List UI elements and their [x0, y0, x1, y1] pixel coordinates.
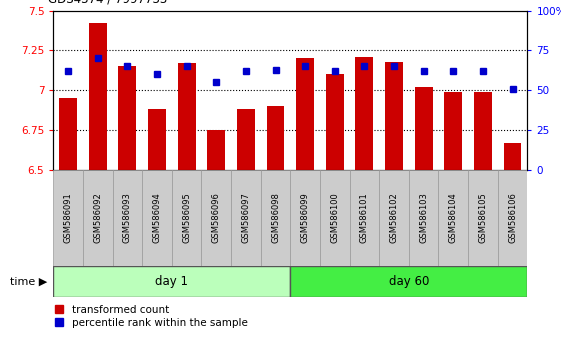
Bar — [385, 62, 403, 170]
Bar — [148, 109, 166, 170]
Bar — [53, 266, 290, 297]
Bar — [498, 170, 527, 266]
Text: GSM586098: GSM586098 — [271, 192, 280, 243]
Bar — [142, 170, 172, 266]
Text: time ▶: time ▶ — [11, 276, 48, 286]
Bar — [83, 170, 113, 266]
Bar — [208, 130, 225, 170]
Bar — [231, 170, 261, 266]
Text: GSM586104: GSM586104 — [449, 192, 458, 243]
Text: GSM586106: GSM586106 — [508, 192, 517, 243]
Text: GSM586096: GSM586096 — [211, 192, 220, 243]
Bar — [444, 92, 462, 170]
Text: GSM586100: GSM586100 — [330, 192, 339, 243]
Text: GSM586094: GSM586094 — [153, 192, 162, 243]
Bar — [474, 92, 492, 170]
Text: GSM586097: GSM586097 — [241, 192, 250, 243]
Bar — [296, 58, 314, 170]
Legend: transformed count, percentile rank within the sample: transformed count, percentile rank withi… — [53, 303, 250, 330]
Text: GSM586092: GSM586092 — [93, 192, 102, 243]
Bar — [237, 109, 255, 170]
Bar — [290, 170, 320, 266]
Bar — [172, 170, 201, 266]
Text: day 60: day 60 — [389, 275, 429, 288]
Text: GSM586099: GSM586099 — [301, 192, 310, 243]
Text: GSM586091: GSM586091 — [63, 192, 72, 243]
Text: day 1: day 1 — [155, 275, 188, 288]
Bar — [468, 170, 498, 266]
Text: GDS4374 / 7997733: GDS4374 / 7997733 — [48, 0, 167, 5]
Bar — [409, 170, 439, 266]
Text: GSM586095: GSM586095 — [182, 192, 191, 243]
Bar — [59, 98, 77, 170]
Bar — [379, 170, 409, 266]
Text: GSM586105: GSM586105 — [479, 192, 488, 243]
Bar — [290, 266, 527, 297]
Bar — [118, 66, 136, 170]
Text: GSM586103: GSM586103 — [419, 192, 428, 243]
Bar — [201, 170, 231, 266]
Text: GSM586101: GSM586101 — [360, 192, 369, 243]
Bar — [350, 170, 379, 266]
Bar — [504, 143, 521, 170]
Bar — [261, 170, 291, 266]
Bar — [326, 74, 344, 170]
Bar — [89, 23, 107, 170]
Bar — [266, 106, 284, 170]
Bar — [53, 170, 83, 266]
Bar — [178, 63, 195, 170]
Bar — [356, 57, 373, 170]
Bar — [415, 87, 433, 170]
Bar — [320, 170, 350, 266]
Bar — [113, 170, 142, 266]
Bar — [439, 170, 468, 266]
Text: GSM586093: GSM586093 — [123, 192, 132, 243]
Text: GSM586102: GSM586102 — [389, 192, 398, 243]
